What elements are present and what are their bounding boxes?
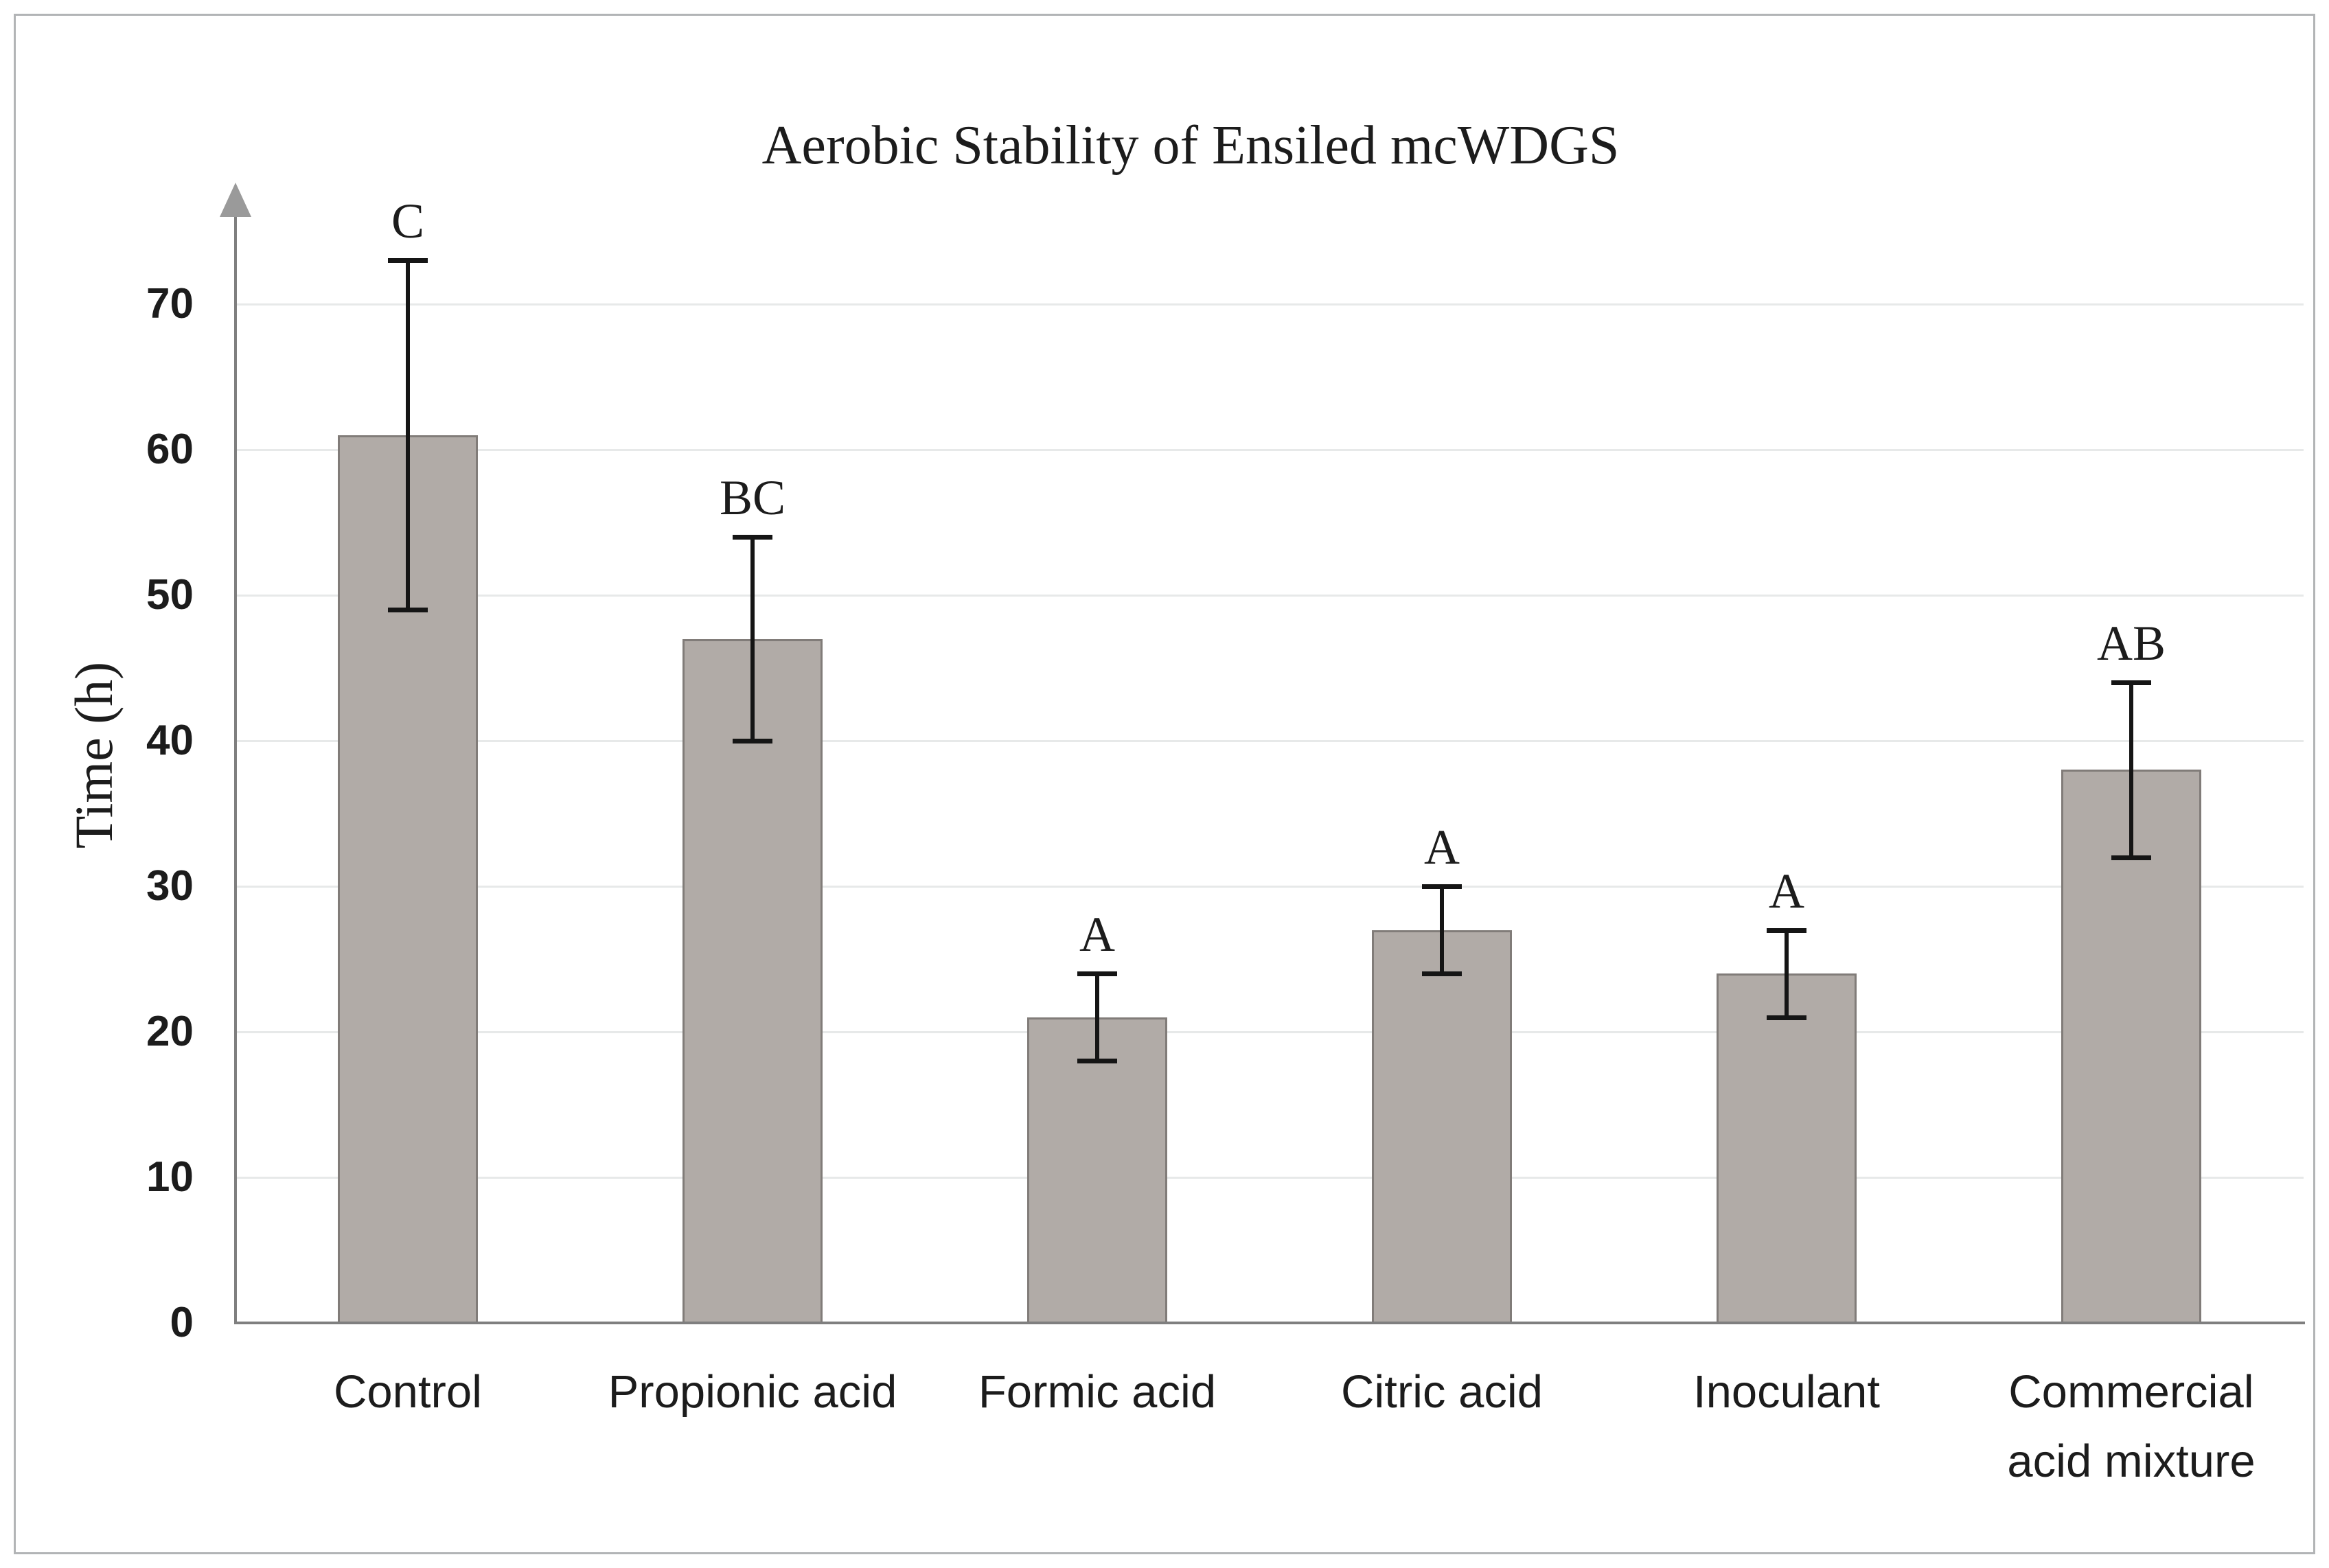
- y-tick-label-70: 70: [146, 280, 194, 327]
- y-tick-label-0: 0: [170, 1299, 194, 1346]
- error-bar-line-4: [1440, 886, 1444, 974]
- gridline-60: [236, 449, 2304, 451]
- error-bar-line-1: [406, 260, 410, 610]
- gridline-70: [236, 303, 2304, 305]
- error-bar-cap-top-4: [1422, 884, 1462, 889]
- error-bar-line-2: [750, 537, 755, 741]
- error-bar-cap-top-5: [1767, 927, 1806, 933]
- significance-letter-4: A: [1424, 820, 1460, 875]
- y-tick-label-40: 40: [146, 717, 194, 764]
- y-axis-line: [234, 206, 237, 1324]
- bar-3: [1027, 1017, 1167, 1323]
- x-axis-category-label-1: Control: [334, 1366, 482, 1418]
- x-axis-line: [234, 1322, 2305, 1324]
- significance-letter-6: AB: [2096, 616, 2166, 671]
- y-tick-label-10: 10: [146, 1153, 194, 1201]
- bar-4: [1372, 930, 1512, 1323]
- x-axis-category-label-6: Commercial acid mixture: [2007, 1366, 2256, 1487]
- error-bar-cap-top-3: [1077, 971, 1117, 977]
- error-bar-cap-bottom-3: [1077, 1059, 1117, 1064]
- error-bar-cap-bottom-6: [2111, 855, 2151, 860]
- x-axis-category-label-3: Formic acid: [978, 1366, 1217, 1418]
- error-bar-cap-top-1: [388, 258, 428, 264]
- error-bar-cap-bottom-1: [388, 608, 428, 613]
- error-bar-line-3: [1095, 973, 1099, 1061]
- significance-letter-1: C: [391, 194, 425, 249]
- y-axis-arrow-icon: [220, 183, 251, 217]
- chart-title: Aerobic Stability of Ensiled mcWDGS: [761, 115, 1620, 176]
- x-axis-category-label-2: Propionic acid: [608, 1366, 897, 1418]
- x-axis-category-label-4: Citric acid: [1340, 1366, 1544, 1418]
- gridline-30: [236, 886, 2304, 888]
- error-bar-line-6: [2129, 682, 2133, 857]
- y-tick-label-30: 30: [146, 862, 194, 910]
- error-bar-cap-top-6: [2111, 680, 2151, 686]
- x-axis-category-label-5: Inoculant: [1693, 1366, 1880, 1418]
- significance-letter-2: BC: [719, 470, 786, 526]
- gridline-20: [236, 1031, 2304, 1033]
- bar-6: [2061, 770, 2201, 1323]
- bar-5: [1717, 973, 1857, 1323]
- gridline-50: [236, 595, 2304, 597]
- y-tick-label-50: 50: [146, 571, 194, 619]
- error-bar-cap-top-2: [733, 535, 772, 540]
- error-bar-cap-bottom-2: [733, 739, 772, 743]
- error-bar-cap-bottom-5: [1767, 1015, 1806, 1020]
- gridline-10: [236, 1177, 2304, 1179]
- y-tick-label-20: 20: [146, 1008, 194, 1055]
- figure-border-frame: [14, 14, 2315, 1554]
- significance-letter-5: A: [1769, 863, 1804, 919]
- y-tick-label-60: 60: [146, 426, 194, 473]
- error-bar-cap-bottom-4: [1422, 971, 1462, 977]
- bar-2: [682, 638, 823, 1323]
- significance-letter-3: A: [1079, 907, 1115, 962]
- gridline-40: [236, 740, 2304, 742]
- error-bar-line-5: [1785, 930, 1789, 1017]
